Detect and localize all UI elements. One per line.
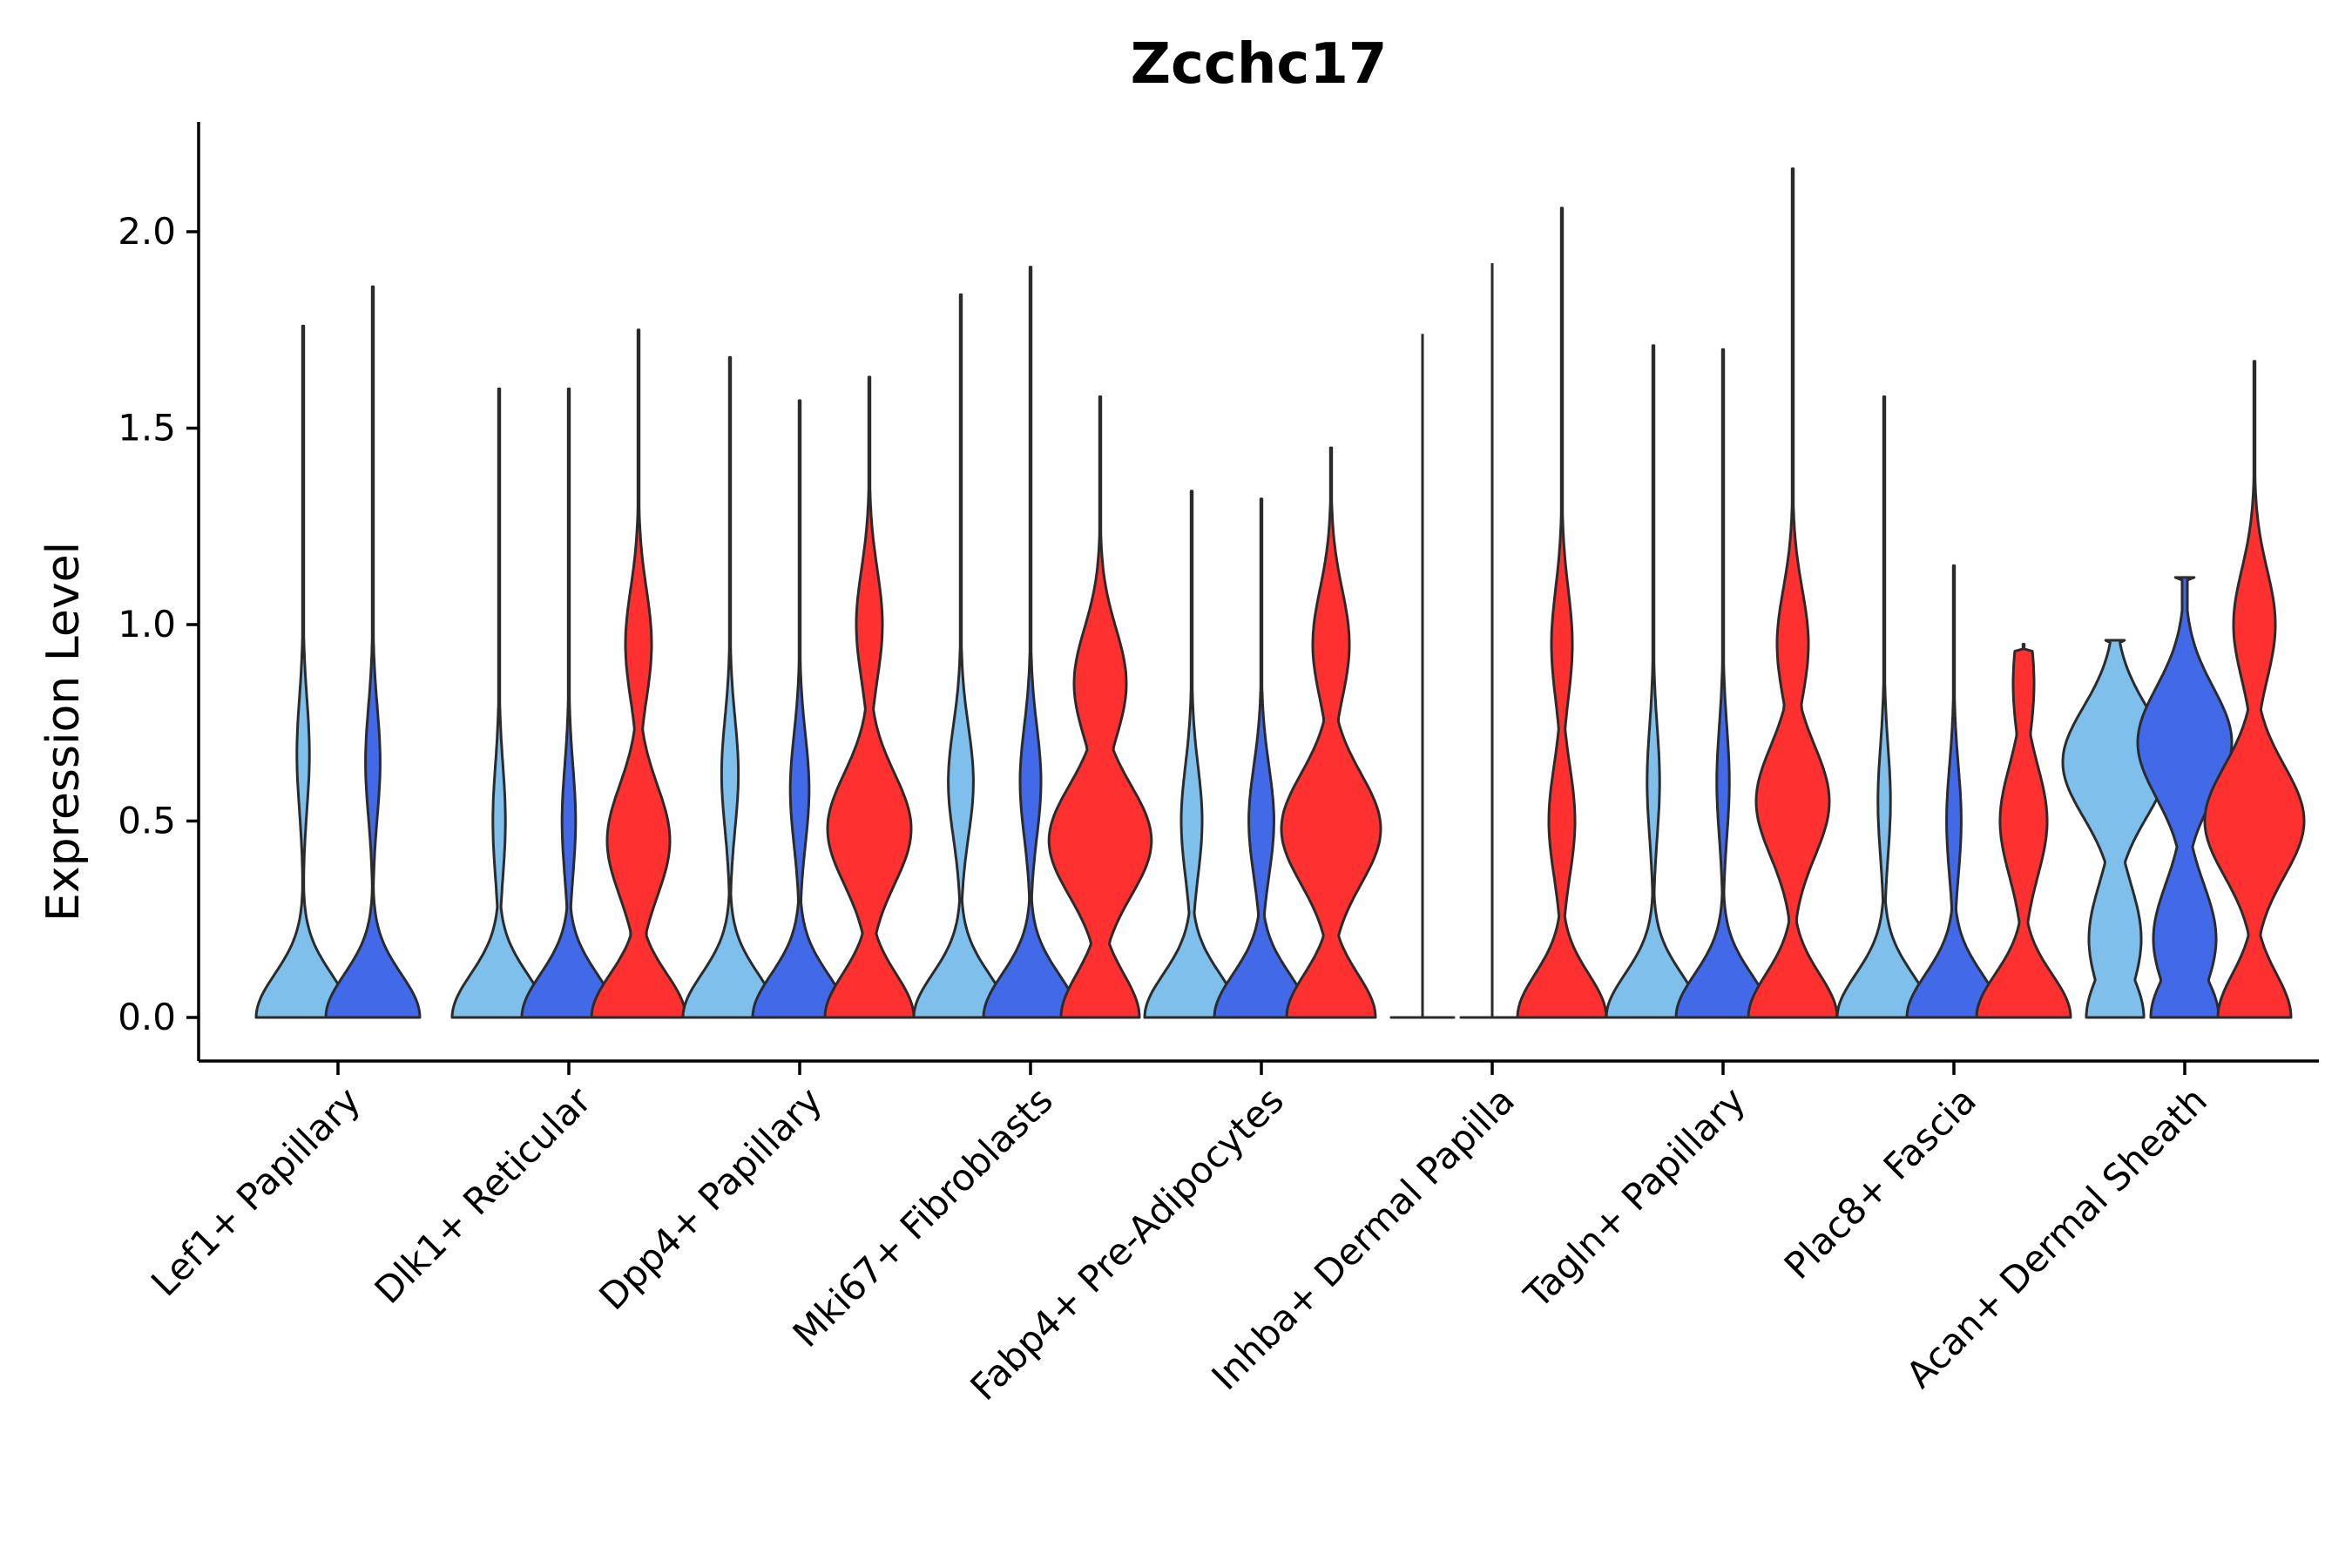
violin-body <box>1835 395 1933 1019</box>
violin-body <box>520 387 618 1019</box>
x-tick-label: Tagln+ Papillary <box>1516 1078 1754 1316</box>
violin-body <box>1605 344 1702 1019</box>
violin-body <box>2203 360 2306 1019</box>
y-tick-label: 0.5 <box>118 800 176 842</box>
violin-body <box>1143 490 1240 1019</box>
violin-body <box>1905 564 2003 1019</box>
violin-body <box>823 375 916 1019</box>
y-tick-label: 1.0 <box>118 603 176 645</box>
violin-body <box>590 328 687 1019</box>
violin-layer <box>254 167 2306 1019</box>
violin-body <box>2136 576 2234 1019</box>
x-tick-label: Mki67+ Fibroblasts <box>785 1078 1061 1355</box>
chart-title: Zcchc17 <box>1131 32 1388 97</box>
y-tick-label: 1.5 <box>118 407 176 449</box>
violin-body <box>982 266 1079 1019</box>
violin-body <box>1975 643 2072 1019</box>
violin-body <box>1747 167 1839 1019</box>
violin-body <box>912 293 1010 1019</box>
x-tick-label: Lef1+ Papillary <box>143 1078 368 1304</box>
violin-body <box>450 387 548 1019</box>
x-tick-label: Dlk1+ Reticular <box>367 1078 600 1312</box>
violin-body <box>751 399 848 1019</box>
y-axis-label: Expression Level <box>37 542 90 922</box>
axes <box>197 122 2319 1063</box>
violin-body <box>1047 395 1153 1019</box>
y-ticks: 0.0 0.5 1.0 1.5 2.0 <box>118 210 199 1038</box>
violin-body <box>1213 497 1310 1019</box>
violin-body <box>1516 206 1608 1019</box>
x-tick-label: Dpp4+ Papillary <box>591 1078 830 1318</box>
violin-body <box>1280 446 1382 1019</box>
violin-body <box>254 324 352 1019</box>
violin-body <box>324 285 422 1019</box>
violin-body <box>681 355 779 1019</box>
y-tick-label: 0.0 <box>118 996 176 1038</box>
violin-body <box>1674 348 1772 1019</box>
y-tick-label: 2.0 <box>118 210 176 253</box>
x-tick-label: Plac8+ Fascia <box>1776 1078 1984 1287</box>
